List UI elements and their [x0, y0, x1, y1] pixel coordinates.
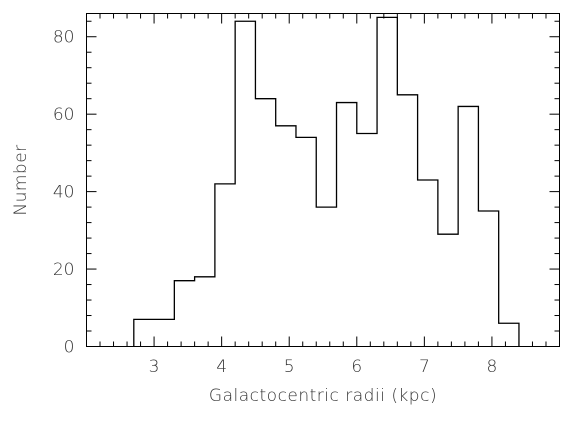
axis-ticks — [86, 13, 560, 347]
x-tick-label: 8 — [487, 357, 498, 377]
y-tick-label: 80 — [53, 28, 75, 48]
plot-frame — [86, 13, 560, 347]
x-axis-label: Galactocentric radii (kpc) — [209, 386, 437, 406]
x-tick-label: 5 — [284, 357, 295, 377]
y-tick-label: 60 — [53, 105, 75, 125]
x-tick-label: 4 — [216, 357, 227, 377]
x-tick-label: 3 — [149, 357, 160, 377]
y-axis-label: Number — [11, 144, 31, 215]
x-tick-label: 7 — [419, 357, 430, 377]
y-tick-label: 0 — [64, 338, 75, 358]
histogram-series-line — [133, 16, 520, 347]
y-tick-label: 40 — [53, 183, 75, 203]
y-tick-label: 20 — [53, 260, 75, 280]
x-tick-label: 6 — [351, 357, 362, 377]
